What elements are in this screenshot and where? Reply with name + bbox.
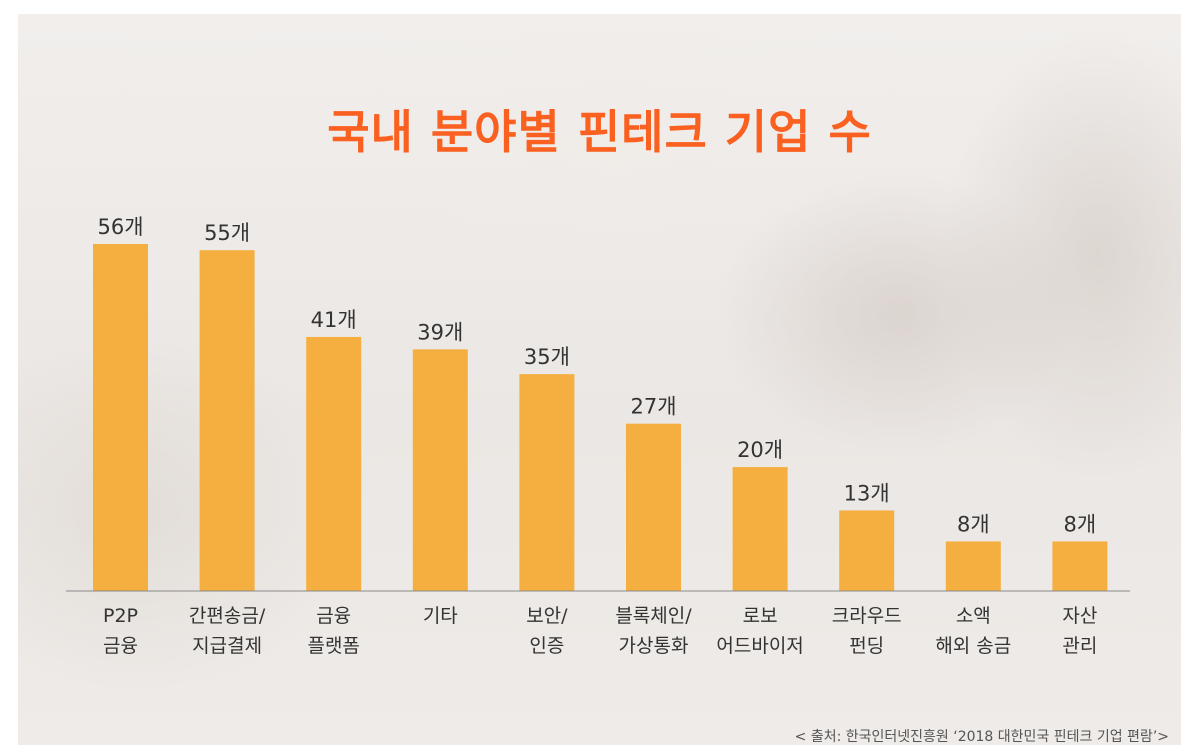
- category-label: 로보: [743, 605, 778, 627]
- category-label: 블록체인/: [615, 605, 692, 627]
- category-label: 관리: [1062, 635, 1097, 657]
- category-label: 해외 송금: [935, 635, 1011, 657]
- bar: [93, 244, 148, 591]
- category-label: 기타: [423, 605, 458, 627]
- bar-chart: 56개P2P금융55개간편송금/지급결제41개금융플랫폼39개기타35개보안/인…: [66, 215, 1130, 657]
- category-label: 플랫폼: [307, 635, 359, 657]
- bar: [839, 510, 895, 591]
- chart-title: 국내 분야별 핀테크 기업 수: [327, 105, 872, 159]
- category-label: 어드바이저: [716, 635, 803, 657]
- bar: [732, 467, 788, 591]
- bar: [945, 541, 1001, 591]
- bars-layer: 56개P2P금융55개간편송금/지급결제41개금융플랫폼39개기타35개보안/인…: [93, 215, 1108, 657]
- category-label: 자산: [1062, 605, 1097, 627]
- bar: [626, 423, 681, 591]
- value-label: 55개: [204, 221, 250, 245]
- category-label: 펀딩: [849, 635, 884, 657]
- category-label: P2P: [103, 605, 138, 627]
- bar: [519, 374, 575, 591]
- value-label: 8개: [957, 512, 990, 536]
- category-label: 금융: [103, 635, 138, 657]
- bar: [412, 349, 468, 591]
- source-note: < 출처: 한국인터넷진흥원 ‘2018 대한민국 핀테크 기업 편람’>: [794, 729, 1169, 745]
- category-label: 지급결제: [192, 635, 262, 657]
- category-label: 크라우드: [832, 605, 902, 627]
- value-label: 56개: [97, 215, 143, 239]
- category-label: 금융: [316, 605, 351, 627]
- value-label: 20개: [737, 438, 783, 462]
- bar: [306, 336, 362, 591]
- bar: [1052, 541, 1108, 591]
- bar: [199, 250, 255, 592]
- value-label: 41개: [311, 308, 357, 332]
- value-label: 8개: [1064, 512, 1097, 536]
- value-label: 39개: [417, 320, 463, 344]
- category-label: 소액: [956, 605, 991, 627]
- category-label: 간편송금/: [189, 605, 266, 627]
- category-label: 보안/: [526, 605, 568, 627]
- value-label: 13개: [844, 481, 890, 505]
- category-label: 가상통화: [619, 635, 689, 657]
- category-label: 인증: [529, 635, 564, 657]
- value-label: 35개: [524, 345, 570, 369]
- value-label: 27개: [630, 395, 676, 419]
